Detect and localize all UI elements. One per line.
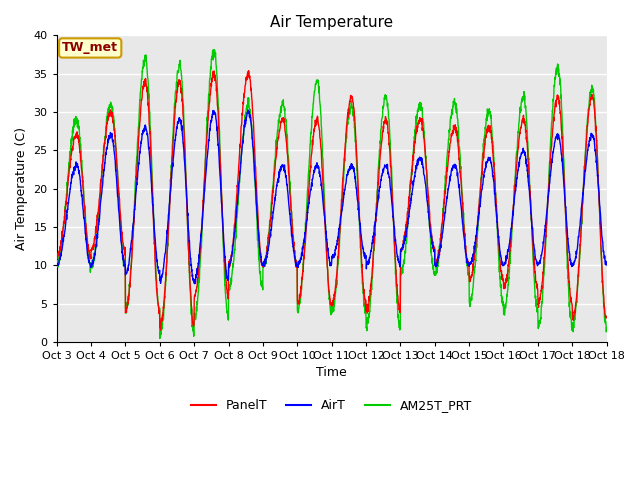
Y-axis label: Air Temperature (C): Air Temperature (C)	[15, 127, 28, 250]
Title: Air Temperature: Air Temperature	[270, 15, 393, 30]
Text: TW_met: TW_met	[62, 41, 118, 54]
Legend: PanelT, AirT, AM25T_PRT: PanelT, AirT, AM25T_PRT	[186, 394, 477, 417]
X-axis label: Time: Time	[316, 367, 347, 380]
